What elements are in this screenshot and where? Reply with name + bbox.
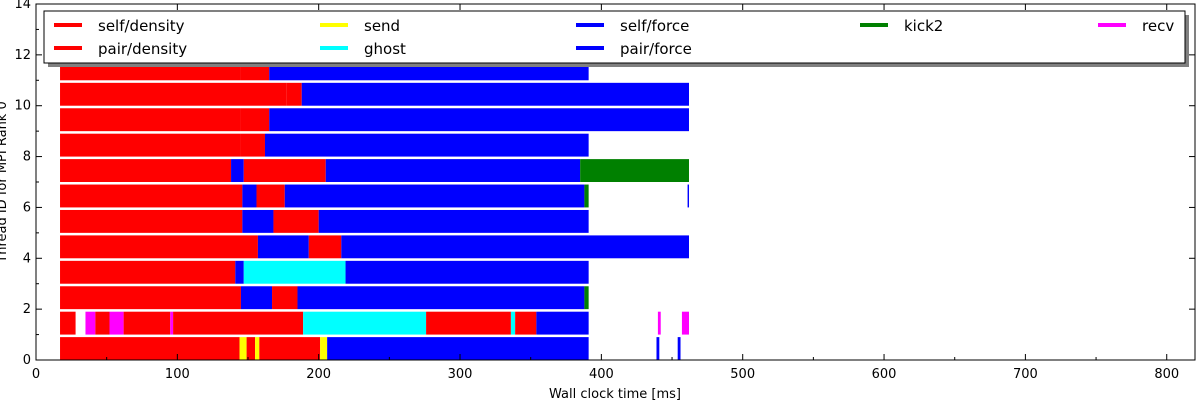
x-tick-label-1: 100 — [165, 367, 190, 382]
legend-label-send: send — [364, 17, 400, 35]
legend-label-ghost: ghost — [364, 40, 406, 58]
task-bar-1-6 — [173, 311, 304, 335]
task-bar-6-2 — [256, 184, 285, 208]
task-bar-9-1 — [240, 108, 270, 132]
x-tick-label-7: 700 — [1013, 367, 1038, 382]
legend-label-pair-density: pair/density — [98, 40, 187, 58]
x-tick-label-3: 300 — [448, 367, 473, 382]
task-bar-2-0 — [60, 286, 241, 310]
task-bar-5-0 — [60, 209, 243, 233]
task-bar-5-2 — [273, 209, 319, 233]
x-axis-label: Wall clock time [ms] — [549, 387, 681, 400]
task-bar-1-12 — [657, 311, 661, 335]
task-bar-1-4 — [123, 311, 171, 335]
task-bar-3-3 — [345, 260, 589, 284]
legend-label-kick2: kick2 — [904, 17, 943, 35]
task-bar-8-2 — [264, 133, 589, 157]
x-tick-label-2: 200 — [306, 367, 331, 382]
task-bar-7-4 — [580, 159, 689, 182]
task-bar-6-1 — [242, 184, 257, 208]
task-bar-2-3 — [297, 286, 585, 310]
task-bar-1-11 — [536, 311, 589, 335]
x-tick-label-6: 600 — [872, 367, 897, 382]
plot-border — [35, 3, 1196, 361]
legend: self/density pair/density send ghost self/fo… — [43, 10, 1189, 67]
task-bar-1-0 — [60, 311, 76, 335]
task-bar-0-4 — [259, 337, 321, 360]
task-bar-0-0 — [60, 337, 240, 360]
task-bar-7-0 — [60, 159, 232, 182]
task-bar-2-4 — [584, 286, 589, 310]
task-bar-0-1 — [239, 337, 247, 360]
y-tick-label-7: 14 — [14, 0, 31, 12]
task-bar-1-5 — [170, 311, 174, 335]
task-bar-1-3 — [109, 311, 124, 335]
task-bar-7-2 — [243, 159, 326, 182]
task-bar-2-1 — [240, 286, 273, 310]
x-tick-label-0: 0 — [32, 367, 40, 382]
task-bar-2-2 — [272, 286, 298, 310]
task-bar-0-5 — [320, 337, 328, 360]
task-bar-6-0 — [60, 184, 243, 208]
task-bar-0-2 — [246, 337, 256, 360]
task-bar-4-1 — [257, 235, 309, 259]
task-bar-7-1 — [231, 159, 244, 182]
task-bar-1-7 — [303, 311, 427, 335]
legend-box — [43, 10, 1186, 64]
y-axis-label: Thread ID for MPI Rank 0 — [0, 101, 10, 263]
task-bar-4-3 — [341, 235, 689, 259]
task-bar-10-0 — [60, 82, 287, 106]
task-bar-9-0 — [60, 108, 241, 132]
task-bar-5-3 — [318, 209, 589, 233]
y-tick-label-6: 12 — [14, 48, 31, 63]
legend-label-self-force: self/force — [620, 17, 689, 35]
y-tick-label-4: 8 — [23, 150, 31, 165]
task-bar-4-2 — [308, 235, 342, 259]
legend-label-self-density: self/density — [98, 17, 185, 35]
x-tick-label-4: 400 — [589, 367, 614, 382]
task-bar-10-2 — [301, 82, 689, 106]
task-bar-4-0 — [60, 235, 258, 259]
task-bar-0-7 — [656, 337, 660, 360]
y-tick-label-5: 10 — [14, 99, 31, 114]
task-bar-0-8 — [677, 337, 681, 360]
task-bar-8-1 — [240, 133, 265, 157]
task-bar-3-0 — [60, 260, 236, 284]
legend-label-pair-force: pair/force — [620, 40, 692, 58]
task-bar-10-1 — [286, 82, 302, 106]
task-bar-3-2 — [243, 260, 346, 284]
y-tick-label-3: 6 — [23, 200, 31, 215]
task-bar-6-5 — [687, 184, 689, 208]
task-bar-1-10 — [515, 311, 537, 335]
task-bar-1-9 — [510, 311, 516, 335]
task-bar-1-13 — [681, 311, 689, 335]
legend-label-recv: recv — [1142, 17, 1174, 35]
x-tick-label-5: 500 — [730, 367, 755, 382]
task-bar-9-2 — [269, 108, 689, 132]
y-tick-label-0: 0 — [23, 353, 31, 368]
task-bar-6-3 — [284, 184, 585, 208]
task-bar-3-1 — [235, 260, 244, 284]
y-tick-label-2: 4 — [23, 251, 31, 266]
task-bar-1-2 — [95, 311, 110, 335]
x-tick-label-8: 800 — [1154, 367, 1179, 382]
task-bar-0-3 — [255, 337, 260, 360]
task-bar-8-0 — [60, 133, 241, 157]
task-bar-1-1 — [85, 311, 96, 335]
task-bar-7-3 — [325, 159, 581, 182]
task-bar-0-6 — [327, 337, 589, 360]
task-bar-1-8 — [426, 311, 511, 335]
y-tick-label-1: 2 — [23, 302, 31, 317]
task-bar-6-4 — [584, 184, 589, 208]
task-bar-5-1 — [242, 209, 274, 233]
